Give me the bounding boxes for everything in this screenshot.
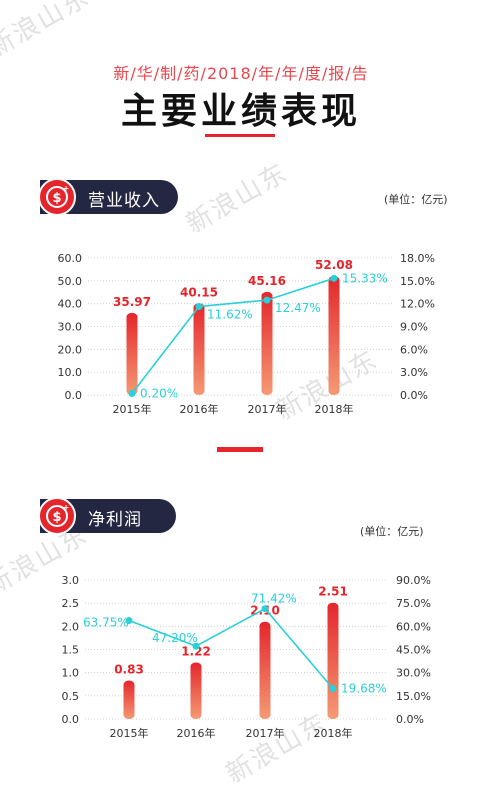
x-tick-label: 2017年: [248, 402, 287, 416]
unit-label: (单位：亿元): [360, 525, 424, 538]
y2-tick-label: 6.0%: [400, 343, 428, 356]
page-title: 主要业绩表现: [120, 91, 361, 132]
bar: [126, 312, 138, 395]
x-tick-label: 2016年: [180, 402, 219, 416]
svg-text:+: +: [63, 503, 70, 512]
line-point: [261, 605, 269, 613]
section-title: 净利润: [88, 510, 142, 530]
y2-tick-label: 90.0%: [396, 574, 431, 587]
y-tick-label: 3.0: [62, 574, 80, 587]
bar-value-label: 1.22: [181, 644, 211, 658]
y2-tick-label: 75.0%: [396, 597, 431, 610]
svg-text:$: $: [52, 510, 61, 525]
x-tick-label: 2016年: [177, 726, 216, 740]
line-point: [330, 274, 338, 282]
y-tick-label: 0.5: [62, 690, 80, 703]
y-tick-label: 40.0: [58, 298, 83, 311]
watermark-text: 新浪山东: [0, 0, 96, 64]
y2-tick-label: 30.0%: [396, 667, 431, 680]
y2-tick-label: 60.0%: [396, 620, 431, 633]
y-tick-label: 20.0: [58, 343, 83, 356]
revenue-chart: 0.0 0.0% 10.0 3.0% 20.0 6.0% 30.0 9.0% 40.0 12.0%…: [58, 252, 435, 416]
line-point: [195, 303, 203, 311]
y-tick-label: 60.0: [58, 252, 83, 265]
line-value-label: 11.62%: [207, 308, 253, 322]
line-point: [263, 296, 271, 304]
line-value-label: 63.75%: [83, 616, 129, 630]
report-subtitle: 新/华/制/药/2018/年/年/度/报/告: [113, 64, 369, 83]
bar-value-label: 35.97: [113, 295, 151, 309]
y2-tick-label: 0.0%: [396, 713, 424, 726]
section-header-net-profit: $ + 净利润: [38, 497, 176, 535]
y-tick-label: 0.0: [65, 389, 83, 402]
bar: [327, 602, 339, 719]
bar-value-label: 52.08: [315, 258, 353, 272]
line-value-label: 0.20%: [140, 386, 178, 400]
y-tick-label: 1.0: [62, 667, 80, 680]
bar: [259, 621, 271, 719]
y-tick-label: 2.0: [62, 620, 80, 633]
line-point: [329, 685, 337, 693]
bar: [193, 303, 205, 395]
line-point: [128, 389, 136, 397]
y-tick-label: 10.0: [58, 366, 83, 379]
y-tick-label: 2.5: [62, 597, 80, 610]
bar: [190, 662, 202, 719]
line-value-label: 19.68%: [341, 682, 387, 696]
unit-label: (单位：亿元): [384, 193, 448, 206]
section-header-revenue: $ + 营业收入: [38, 178, 178, 216]
section-title: 营业收入: [88, 191, 160, 211]
title-underline: [205, 134, 275, 137]
watermark-text: 新浪山东: [181, 157, 294, 240]
dollar-coin-icon: $ +: [38, 178, 76, 216]
x-tick-label: 2015年: [113, 402, 152, 416]
bar-value-label: 0.83: [114, 663, 144, 677]
dollar-coin-icon: $ +: [38, 497, 76, 535]
y-tick-label: 1.5: [62, 644, 80, 657]
line-value-label: 12.47%: [275, 301, 321, 315]
bar: [328, 276, 340, 395]
y-tick-label: 50.0: [58, 275, 83, 288]
y2-tick-label: 12.0%: [400, 298, 435, 311]
y2-tick-label: 3.0%: [400, 366, 428, 379]
line-point: [125, 617, 133, 625]
y-tick-label: 0.0: [62, 713, 80, 726]
bar-value-label: 40.15: [180, 285, 218, 299]
y2-tick-label: 0.0%: [400, 389, 428, 402]
y2-tick-label: 45.0%: [396, 644, 431, 657]
line-value-label: 47.20%: [152, 631, 198, 645]
x-tick-label: 2015年: [110, 726, 149, 740]
x-tick-label: 2018年: [314, 726, 353, 740]
line-point: [192, 642, 200, 650]
growth-line: [128, 607, 334, 690]
net-profit-chart: 0.0 0.0% 0.5 15.0% 1.0 30.0% 1.5 45.0% 2.0 60.0% 2…: [62, 574, 431, 740]
y2-tick-label: 15.0%: [400, 275, 435, 288]
x-tick-label: 2017年: [246, 726, 285, 740]
growth-line: [131, 277, 335, 394]
line-value-label: 15.33%: [342, 271, 388, 285]
bar-value-label: 45.16: [248, 274, 286, 288]
section-divider: [217, 447, 263, 452]
y2-tick-label: 18.0%: [400, 252, 435, 265]
y2-tick-label: 9.0%: [400, 321, 428, 334]
bar: [261, 291, 273, 395]
y2-tick-label: 15.0%: [396, 690, 431, 703]
bar: [123, 680, 135, 719]
y-tick-label: 30.0: [58, 321, 83, 334]
svg-text:+: +: [63, 184, 70, 193]
bar-value-label: 2.51: [318, 585, 348, 599]
x-tick-label: 2018年: [315, 402, 354, 416]
svg-text:$: $: [52, 191, 61, 206]
line-value-label: 71.42%: [251, 592, 297, 606]
